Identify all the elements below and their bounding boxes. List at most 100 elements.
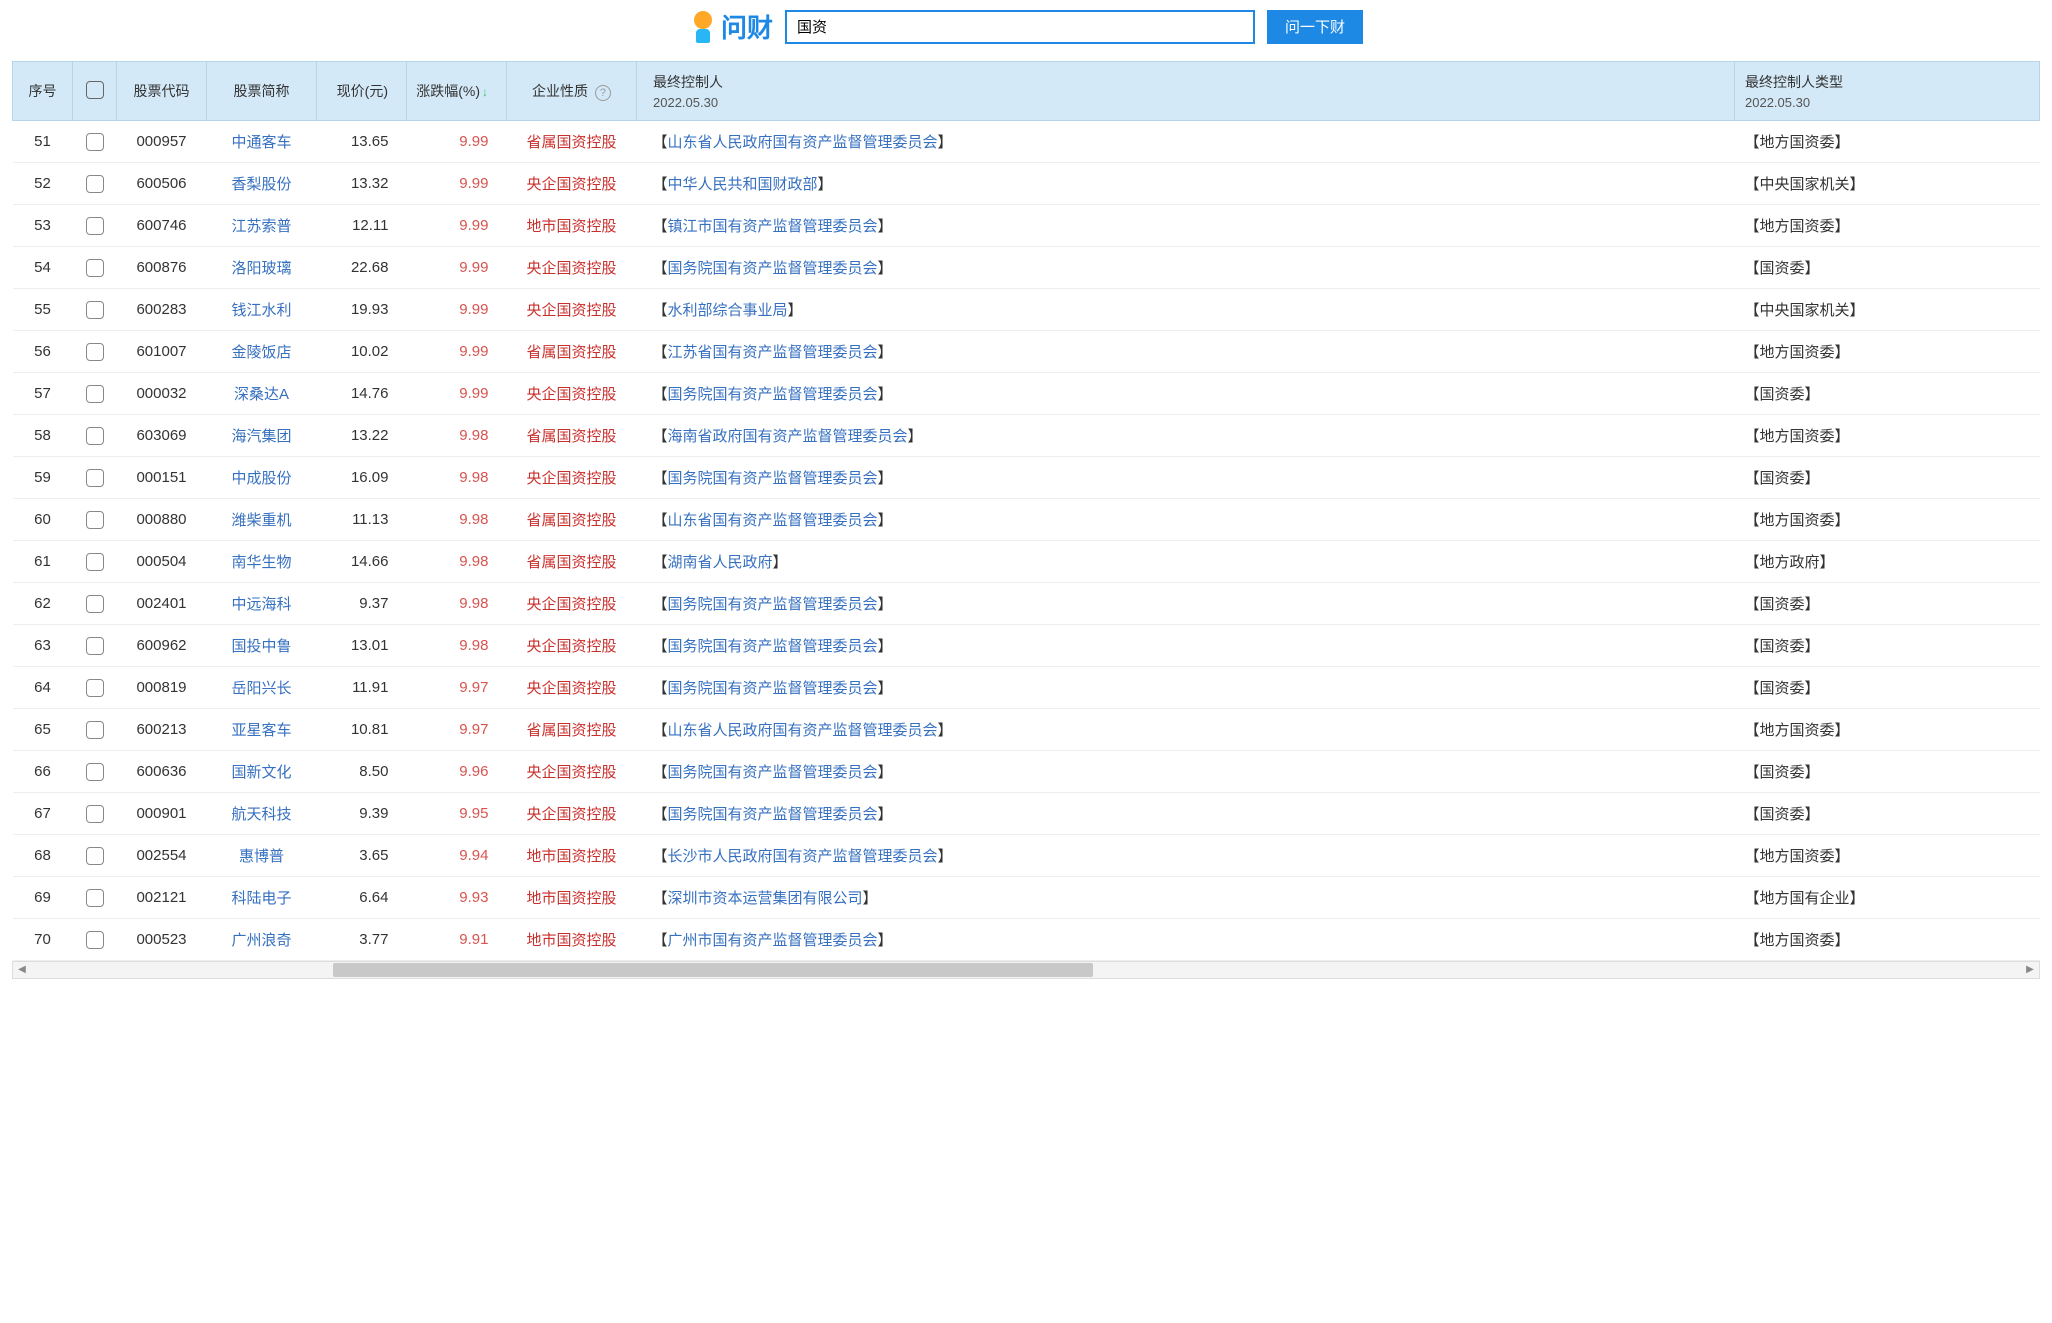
cell-checkbox[interactable] [73,415,117,457]
cell-checkbox[interactable] [73,919,117,961]
stock-name-link[interactable]: 南华生物 [231,554,291,571]
row-checkbox[interactable] [86,595,104,613]
col-header-name[interactable]: 股票简称 [207,62,317,121]
col-header-change[interactable]: 涨跌幅(%)↓ [407,62,507,121]
row-checkbox[interactable] [86,217,104,235]
controller-link[interactable]: 国务院国有资产监督管理委员会 [668,638,878,655]
row-checkbox[interactable] [86,721,104,739]
cell-name[interactable]: 南华生物 [207,541,317,583]
row-checkbox[interactable] [86,427,104,445]
col-header-checkbox[interactable] [73,62,117,121]
cell-name[interactable]: 潍柴重机 [207,499,317,541]
cell-checkbox[interactable] [73,205,117,247]
row-checkbox[interactable] [86,553,104,571]
row-checkbox[interactable] [86,259,104,277]
row-checkbox[interactable] [86,805,104,823]
row-checkbox[interactable] [86,763,104,781]
controller-link[interactable]: 山东省人民政府国有资产监督管理委员会 [668,722,938,739]
cell-checkbox[interactable] [73,457,117,499]
scrollbar-thumb[interactable] [333,963,1093,977]
stock-name-link[interactable]: 江苏索普 [231,218,291,235]
cell-name[interactable]: 中成股份 [207,457,317,499]
col-header-seq[interactable]: 序号 [13,62,73,121]
table-row[interactable]: 64000819岳阳兴长11.919.97央企国资控股【国务院国有资产监督管理委… [13,667,2040,709]
controller-link[interactable]: 海南省政府国有资产监督管理委员会 [668,428,908,445]
stock-name-link[interactable]: 金陵饭店 [231,344,291,361]
cell-name[interactable]: 科陆电子 [207,877,317,919]
cell-checkbox[interactable] [73,121,117,163]
cell-code[interactable]: 002554 [117,835,207,877]
stock-name-link[interactable]: 洛阳玻璃 [231,260,291,277]
cell-code[interactable]: 600506 [117,163,207,205]
table-row[interactable]: 60000880潍柴重机11.139.98省属国资控股【山东省国有资产监督管理委… [13,499,2040,541]
cell-code[interactable]: 002401 [117,583,207,625]
table-row[interactable]: 56601007金陵饭店10.029.99省属国资控股【江苏省国有资产监督管理委… [13,331,2040,373]
controller-link[interactable]: 山东省国有资产监督管理委员会 [668,512,878,529]
stock-name-link[interactable]: 广州浪奇 [231,932,291,949]
cell-code[interactable]: 600962 [117,625,207,667]
controller-link[interactable]: 镇江市国有资产监督管理委员会 [668,218,878,235]
cell-checkbox[interactable] [73,667,117,709]
stock-name-link[interactable]: 科陆电子 [231,890,291,907]
row-checkbox[interactable] [86,637,104,655]
controller-link[interactable]: 广州市国有资产监督管理委员会 [668,932,878,949]
cell-code[interactable]: 000901 [117,793,207,835]
stock-name-link[interactable]: 国投中鲁 [231,638,291,655]
cell-code[interactable]: 600213 [117,709,207,751]
stock-name-link[interactable]: 香梨股份 [231,176,291,193]
controller-link[interactable]: 长沙市人民政府国有资产监督管理委员会 [668,848,938,865]
table-row[interactable]: 68002554惠博普3.659.94地市国资控股【长沙市人民政府国有资产监督管… [13,835,2040,877]
table-row[interactable]: 69002121科陆电子6.649.93地市国资控股【深圳市资本运营集团有限公司… [13,877,2040,919]
cell-checkbox[interactable] [73,247,117,289]
row-checkbox[interactable] [86,889,104,907]
cell-checkbox[interactable] [73,709,117,751]
col-header-nature[interactable]: 企业性质 ? [507,62,637,121]
cell-checkbox[interactable] [73,499,117,541]
stock-name-link[interactable]: 中成股份 [231,470,291,487]
table-row[interactable]: 55600283钱江水利19.939.99央企国资控股【水利部综合事业局】【中央… [13,289,2040,331]
search-button[interactable]: 问一下财 [1267,10,1363,44]
cell-checkbox[interactable] [73,541,117,583]
cell-code[interactable]: 000819 [117,667,207,709]
scroll-right-arrow-icon[interactable]: ▶ [2021,962,2039,978]
stock-name-link[interactable]: 钱江水利 [231,302,291,319]
cell-name[interactable]: 洛阳玻璃 [207,247,317,289]
cell-checkbox[interactable] [73,373,117,415]
cell-name[interactable]: 深桑达A [207,373,317,415]
cell-name[interactable]: 中通客车 [207,121,317,163]
help-icon[interactable]: ? [595,85,611,101]
table-row[interactable]: 57000032深桑达A14.769.99央企国资控股【国务院国有资产监督管理委… [13,373,2040,415]
cell-code[interactable]: 000032 [117,373,207,415]
controller-link[interactable]: 中华人民共和国财政部 [668,176,818,193]
cell-code[interactable]: 601007 [117,331,207,373]
controller-link[interactable]: 国务院国有资产监督管理委员会 [668,596,878,613]
table-row[interactable]: 54600876洛阳玻璃22.689.99央企国资控股【国务院国有资产监督管理委… [13,247,2040,289]
table-row[interactable]: 61000504南华生物14.669.98省属国资控股【湖南省人民政府】【地方政… [13,541,2040,583]
cell-code[interactable]: 600746 [117,205,207,247]
table-row[interactable]: 67000901航天科技9.399.95央企国资控股【国务院国有资产监督管理委员… [13,793,2040,835]
col-header-controller[interactable]: 最终控制人 2022.05.30 [637,62,1735,121]
row-checkbox[interactable] [86,931,104,949]
table-row[interactable]: 66600636国新文化8.509.96央企国资控股【国务院国有资产监督管理委员… [13,751,2040,793]
cell-name[interactable]: 国投中鲁 [207,625,317,667]
cell-checkbox[interactable] [73,835,117,877]
cell-name[interactable]: 惠博普 [207,835,317,877]
controller-link[interactable]: 国务院国有资产监督管理委员会 [668,386,878,403]
cell-name[interactable]: 广州浪奇 [207,919,317,961]
cell-code[interactable]: 000880 [117,499,207,541]
stock-name-link[interactable]: 岳阳兴长 [231,680,291,697]
table-row[interactable]: 52600506香梨股份13.329.99央企国资控股【中华人民共和国财政部】【… [13,163,2040,205]
col-header-type[interactable]: 最终控制人类型 2022.05.30 [1735,62,2040,121]
controller-link[interactable]: 山东省人民政府国有资产监督管理委员会 [668,134,938,151]
cell-code[interactable]: 603069 [117,415,207,457]
col-header-code[interactable]: 股票代码 [117,62,207,121]
table-row[interactable]: 53600746江苏索普12.119.99地市国资控股【镇江市国有资产监督管理委… [13,205,2040,247]
stock-name-link[interactable]: 深桑达A [234,386,289,403]
cell-code[interactable]: 000504 [117,541,207,583]
row-checkbox[interactable] [86,343,104,361]
cell-code[interactable]: 000523 [117,919,207,961]
cell-code[interactable]: 600283 [117,289,207,331]
stock-name-link[interactable]: 惠博普 [239,848,284,865]
row-checkbox[interactable] [86,301,104,319]
cell-name[interactable]: 海汽集团 [207,415,317,457]
